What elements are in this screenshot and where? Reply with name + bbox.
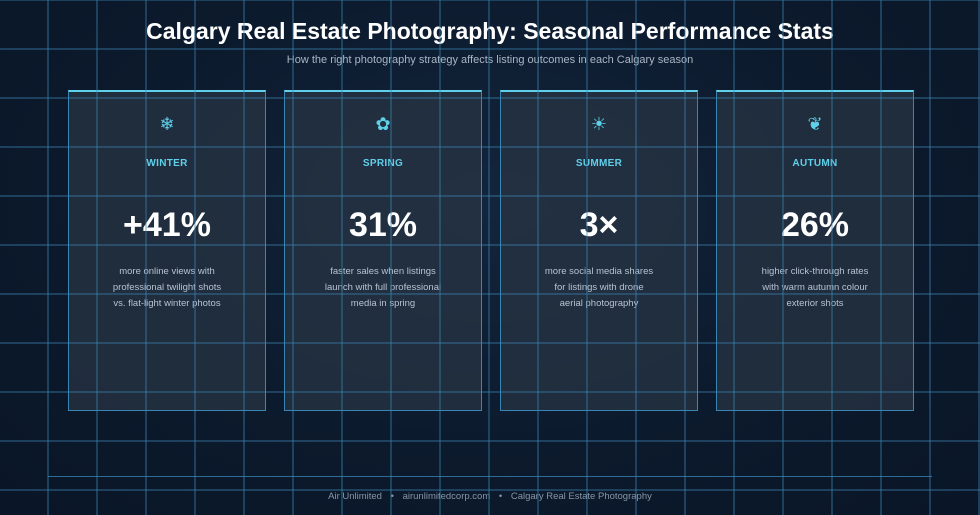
footer-brand: Air Unlimited bbox=[328, 491, 382, 502]
season-label: AUTUMN bbox=[792, 158, 838, 169]
description-line: with warm autumn colour bbox=[762, 282, 868, 293]
footer: Air Unlimited • airunlimitedcorp.com • C… bbox=[0, 491, 980, 502]
season-cards: ❄ WINTER +41% more online views with pro… bbox=[68, 90, 914, 411]
stat-value: 31% bbox=[348, 206, 418, 244]
flower-icon: ✿ bbox=[375, 114, 391, 134]
sun-icon: ☀ bbox=[590, 114, 608, 134]
footer-separator: • bbox=[498, 491, 503, 502]
page-subtitle: How the right photography strategy affec… bbox=[286, 54, 694, 66]
stat-value: +41% bbox=[123, 206, 211, 244]
description-line: more online views with bbox=[119, 266, 215, 277]
snowflake-icon: ❄ bbox=[159, 114, 175, 134]
summer-card: ☀ SUMMER 3× more social media shares for… bbox=[500, 90, 698, 411]
description-line: for listings with drone bbox=[554, 282, 644, 293]
spring-card: ✿ SPRING 31% faster sales when listings … bbox=[284, 90, 482, 411]
leaf-icon: ❦ bbox=[807, 114, 823, 134]
description-line: more social media shares bbox=[544, 266, 654, 277]
description-line: launch with full professional bbox=[324, 282, 442, 293]
footer-tagline: Calgary Real Estate Photography bbox=[510, 491, 652, 502]
footer-divider bbox=[48, 476, 932, 477]
stat-value: 26% bbox=[780, 206, 850, 244]
winter-card: ❄ WINTER +41% more online views with pro… bbox=[68, 90, 266, 411]
description-line: faster sales when listings bbox=[330, 266, 436, 277]
description-line: aerial photography bbox=[559, 298, 639, 309]
stat-description: more social media shares for listings wi… bbox=[501, 264, 697, 312]
season-label: SUMMER bbox=[575, 158, 623, 169]
footer-site: airunlimitedcorp.com bbox=[402, 491, 491, 502]
page-title: Calgary Real Estate Photography: Seasona… bbox=[146, 18, 834, 44]
stat-value: 3× bbox=[579, 206, 619, 244]
description-line: professional twilight shots bbox=[112, 282, 222, 293]
autumn-card: ❦ AUTUMN 26% higher click-through rates … bbox=[716, 90, 914, 411]
stat-description: more online views with professional twil… bbox=[69, 264, 265, 312]
description-line: exterior shots bbox=[786, 298, 844, 309]
season-label: WINTER bbox=[146, 158, 188, 169]
stat-description: higher click-through rates with warm aut… bbox=[717, 264, 913, 312]
season-label: SPRING bbox=[362, 158, 404, 169]
description-line: media in spring bbox=[350, 298, 416, 309]
footer-separator: • bbox=[390, 491, 394, 502]
stat-description: faster sales when listings launch with f… bbox=[285, 264, 481, 312]
description-line: higher click-through rates bbox=[761, 266, 869, 277]
description-line: vs. flat-light winter photos bbox=[113, 298, 221, 309]
